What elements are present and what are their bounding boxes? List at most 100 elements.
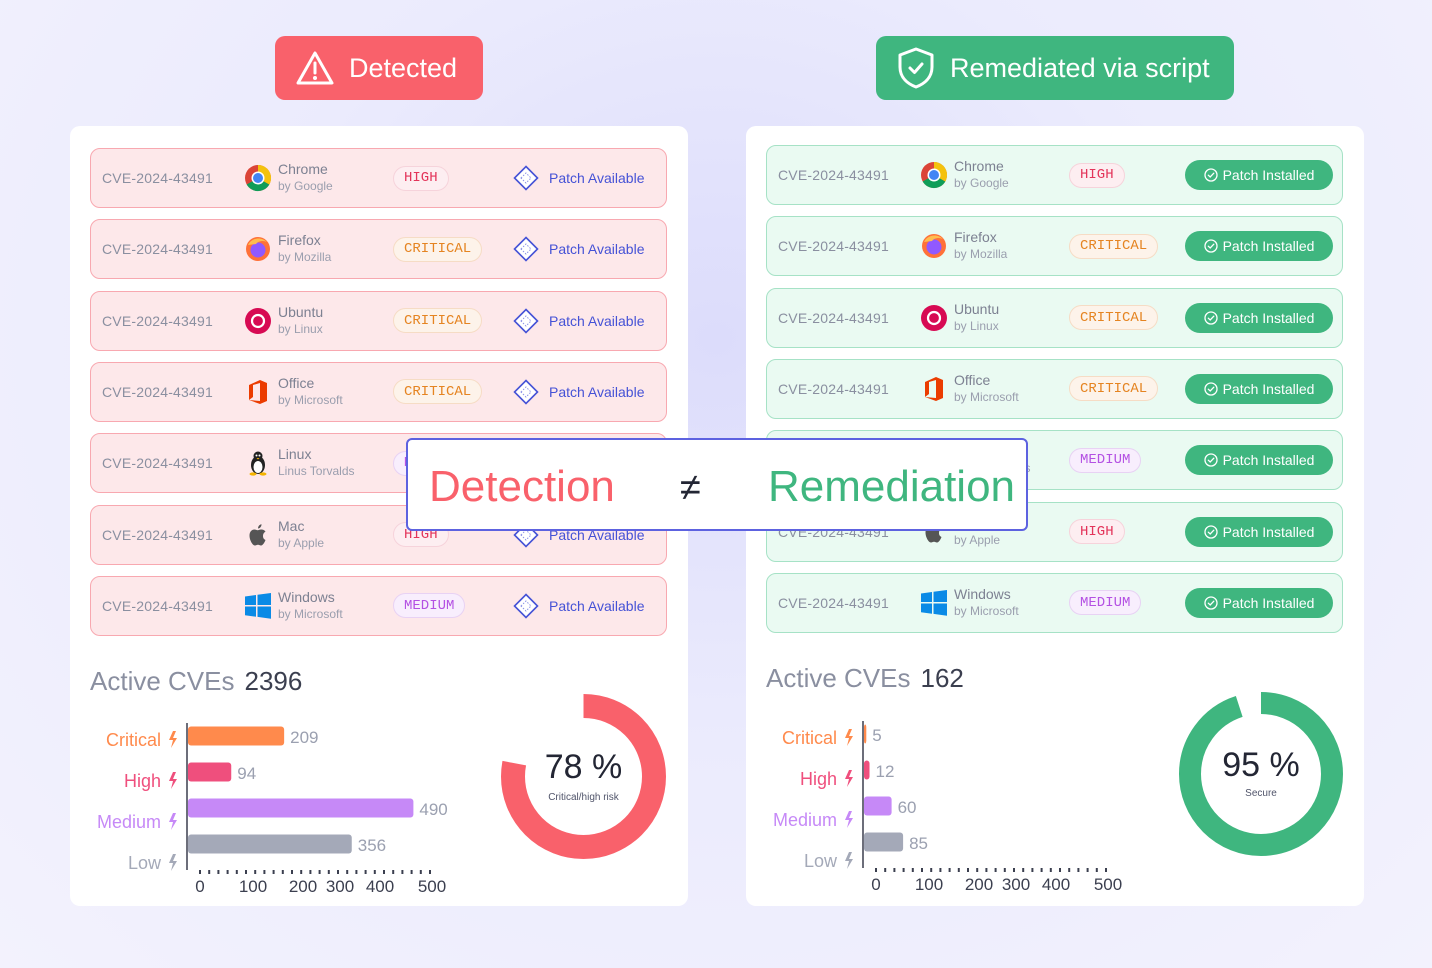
- severity-badge: CRITICAL: [393, 308, 483, 334]
- cve-row[interactable]: CVE-2024-43491 Firefox by Mozilla CRITICAL P…: [90, 219, 667, 280]
- app-name: Chrome: [278, 161, 328, 177]
- bar-value-label: 490: [419, 800, 447, 819]
- firefox-icon: [244, 235, 272, 263]
- x-tick-label: 500: [1094, 875, 1122, 894]
- patch-status-label: Patch Available: [549, 383, 645, 400]
- category-label: Critical: [782, 728, 837, 748]
- patch-available-button[interactable]: Patch Available: [513, 593, 644, 619]
- app-name: Windows: [954, 585, 1011, 602]
- cve-row[interactable]: CVE-2024-43491 Office by Microsoft CRITICAL…: [90, 361, 667, 422]
- cve-row[interactable]: CVE-2024-43491 Windows by Microsoft MEDIUM P…: [766, 572, 1343, 633]
- bar-medium: [188, 798, 414, 818]
- app-name: Linux: [278, 446, 312, 463]
- app-vendor: by Linux: [954, 318, 999, 333]
- donut-arc: [501, 694, 666, 859]
- app-vendor: by Microsoft: [278, 392, 343, 407]
- x-tick-mark: [1086, 868, 1089, 872]
- x-tick-mark: [263, 870, 266, 874]
- app-info: Chrome by Google: [278, 161, 333, 195]
- cve-row[interactable]: CVE-2024-43491 Chrome by Google HIGH Patch I…: [766, 145, 1343, 205]
- windows-icon: [920, 589, 948, 617]
- bar-low: [188, 834, 352, 854]
- detection-label: Detection: [429, 462, 615, 511]
- app-name: Ubuntu: [278, 303, 324, 320]
- bar-high: [864, 760, 870, 780]
- x-tick-mark: [1031, 868, 1034, 872]
- check-circle-icon: [1203, 596, 1218, 610]
- x-tick-mark: [875, 868, 877, 872]
- bar-value-label: 60: [898, 798, 917, 817]
- patch-installed-button[interactable]: Patch Installed: [1185, 516, 1333, 547]
- app-vendor: by Microsoft: [954, 389, 1019, 404]
- bolt-icon: [845, 852, 853, 869]
- cve-row[interactable]: CVE-2024-43491 Windows by Microsoft MEDIUM P…: [90, 575, 667, 636]
- ubuntu-icon: [244, 307, 272, 335]
- x-tick-label: 500: [418, 877, 446, 896]
- patch-installed-button[interactable]: Patch Installed: [1185, 445, 1333, 476]
- chrome-icon: [920, 161, 948, 189]
- chrome-icon: [244, 164, 272, 192]
- cve-row[interactable]: CVE-2024-43491 Office by Microsoft CRITICAL…: [766, 358, 1343, 419]
- x-tick-mark: [957, 868, 960, 872]
- x-tick-mark: [346, 870, 349, 874]
- severity-badge: MEDIUM: [393, 593, 466, 619]
- cve-id: CVE-2024-43491: [778, 309, 889, 326]
- patch-available-button[interactable]: Patch Available: [513, 236, 644, 262]
- cve-id: CVE-2024-43491: [778, 238, 889, 255]
- bar-value-label: 12: [876, 762, 895, 781]
- cve-id: CVE-2024-43491: [778, 167, 889, 183]
- patch-installed-button[interactable]: Patch Installed: [1185, 302, 1333, 333]
- risk-donut-ring: [501, 694, 666, 859]
- category-label: Low: [128, 853, 162, 873]
- cve-id: CVE-2024-43491: [778, 380, 889, 397]
- app-name: Office: [278, 374, 315, 391]
- app-name: Office: [954, 371, 991, 388]
- x-tick-mark: [985, 868, 988, 872]
- x-tick-mark: [967, 868, 969, 872]
- patch-available-button[interactable]: Patch Available: [513, 307, 644, 334]
- cve-row[interactable]: CVE-2024-43491 Firefox by Mozilla CRITICAL P…: [766, 216, 1343, 277]
- category-label: Medium: [773, 810, 837, 830]
- active-cves-count: 162: [920, 663, 964, 693]
- patch-available-button[interactable]: Patch Available: [513, 165, 644, 191]
- bar-low: [864, 832, 904, 852]
- patch-installed-button[interactable]: Patch Installed: [1185, 231, 1333, 262]
- cve-row[interactable]: CVE-2024-43491 Ubuntu by Linux CRITICAL Patc…: [766, 287, 1343, 348]
- x-tick-label: 200: [965, 875, 993, 894]
- app-info: Windows by Microsoft: [954, 586, 1019, 620]
- cve-id: CVE-2024-43491: [102, 312, 213, 329]
- check-circle-icon: [1203, 453, 1218, 467]
- patch-installed-button[interactable]: Patch Installed: [1185, 160, 1333, 190]
- patch-diamond-icon: [513, 236, 539, 262]
- cve-row[interactable]: CVE-2024-43491 Ubuntu by Linux CRITICAL Patc…: [90, 290, 667, 351]
- check-circle-icon: [1203, 239, 1218, 253]
- severity-badge: CRITICAL: [1069, 305, 1159, 331]
- donut-label: Critical/high risk: [548, 792, 619, 803]
- bar-medium: [864, 796, 892, 816]
- app-vendor: by Linux: [278, 321, 323, 336]
- patch-status-label: Patch Installed: [1222, 594, 1315, 611]
- app-info: Firefox by Mozilla: [278, 232, 331, 266]
- donut-label: Secure: [1245, 788, 1277, 799]
- detection-vs-remediation-banner: Detection ≠ Remediation: [406, 438, 1028, 531]
- x-tick-mark: [300, 870, 303, 874]
- severity-badge: CRITICAL: [1069, 233, 1159, 259]
- detected-badge: Detected: [275, 36, 483, 100]
- x-tick-mark: [419, 870, 422, 874]
- category-label: High: [800, 769, 837, 789]
- x-tick-mark: [318, 870, 321, 874]
- cve-row[interactable]: CVE-2024-43491 Chrome by Google HIGH Patch A…: [90, 148, 667, 208]
- patch-available-button[interactable]: Patch Available: [513, 379, 644, 405]
- patch-status-label: Patch Installed: [1222, 452, 1315, 469]
- x-tick-mark: [884, 868, 887, 872]
- secure-donut: 95 % Secure: [1178, 691, 1344, 857]
- patch-installed-button[interactable]: Patch Installed: [1185, 373, 1333, 404]
- patch-status-label: Patch Installed: [1222, 167, 1315, 183]
- app-vendor: by Microsoft: [954, 603, 1019, 618]
- stats-title-label: Active CVEs: [90, 666, 235, 696]
- patch-installed-button[interactable]: Patch Installed: [1185, 587, 1333, 618]
- active-cves-title: Active CVEs 2396: [90, 666, 302, 697]
- x-tick-mark: [401, 870, 404, 874]
- x-tick-mark: [1077, 868, 1080, 872]
